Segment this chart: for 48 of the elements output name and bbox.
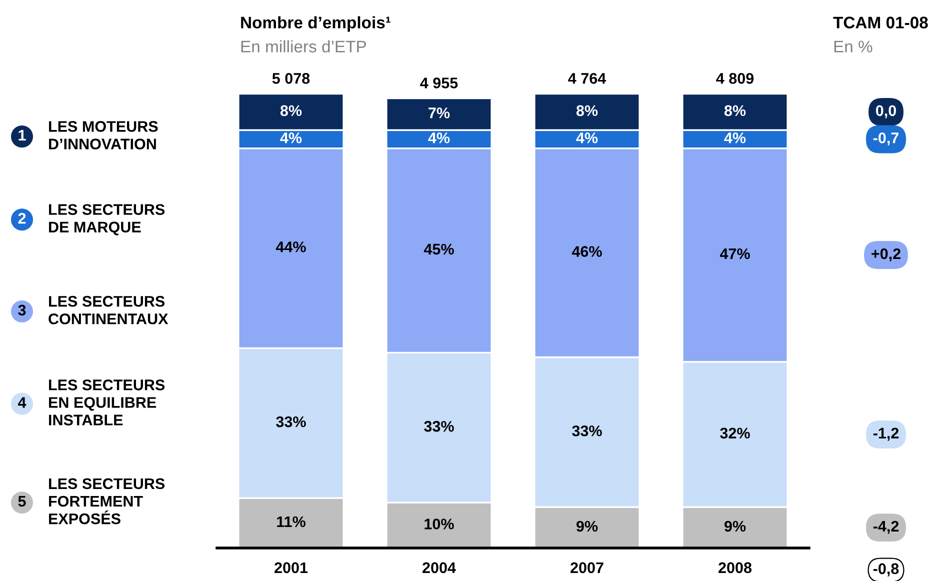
- x-tick-label: 2004: [422, 562, 456, 574]
- legend-label: LES SECTEURS FORTEMENT EXPOSÉS: [49, 478, 165, 524]
- text: 4 764: [568, 73, 606, 84]
- text: En %: [834, 40, 872, 52]
- text: 2: [18, 212, 26, 224]
- text: 5 078: [272, 73, 310, 84]
- data-label: 47%: [720, 248, 750, 260]
- text: -1,2: [873, 428, 899, 441]
- data-label: 33%: [424, 420, 454, 432]
- x-tick-label: 2008: [718, 562, 752, 574]
- text: 4: [18, 397, 26, 408]
- data-label: 7%: [428, 108, 450, 118]
- text: 0,0: [876, 105, 896, 118]
- data-label: 4%: [576, 132, 598, 144]
- data-label: 45%: [424, 244, 454, 255]
- data-label: 4%: [428, 132, 450, 144]
- data-label: 8%: [724, 105, 746, 116]
- data-label: 11%: [277, 516, 306, 528]
- text: +0,2: [872, 248, 900, 262]
- legend-label: LES MOTEURS D’INNOVATION: [49, 121, 158, 150]
- data-label: 9%: [724, 520, 746, 532]
- data-label: 33%: [276, 416, 306, 428]
- text: -0,8: [873, 563, 899, 576]
- data-label: 8%: [280, 105, 302, 116]
- data-label: 4%: [280, 132, 302, 144]
- text: 4 955: [420, 78, 458, 88]
- data-label: 10%: [424, 518, 454, 530]
- data-label: 46%: [572, 246, 602, 257]
- text: -0,7: [873, 132, 898, 146]
- x-tick-label: 2001: [274, 562, 308, 574]
- data-label: 33%: [572, 425, 602, 436]
- legend-label: LES SECTEURS CONTINENTAUX: [48, 296, 168, 324]
- chart-subtitle: En milliers d’ETP: [241, 40, 366, 52]
- data-label: 32%: [720, 428, 750, 439]
- text: 4 809: [716, 73, 754, 84]
- data-label: 44%: [276, 242, 306, 252]
- text: TCAM 01-08: [833, 16, 928, 28]
- text: -4,2: [873, 520, 899, 534]
- data-label: 9%: [576, 520, 598, 532]
- text: 5: [18, 496, 26, 507]
- data-label: 4%: [724, 132, 746, 144]
- chart-title: Nombre d’emplois¹: [241, 16, 390, 32]
- legend-label: LES SECTEURS DE MARQUE: [49, 204, 165, 236]
- x-tick-label: 2007: [570, 562, 604, 574]
- text: 3: [18, 304, 26, 316]
- legend-label: LES SECTEURS EN EQUILIBRE INSTABLE: [49, 380, 165, 426]
- data-label: 8%: [576, 105, 598, 116]
- text: 1: [18, 130, 26, 140]
